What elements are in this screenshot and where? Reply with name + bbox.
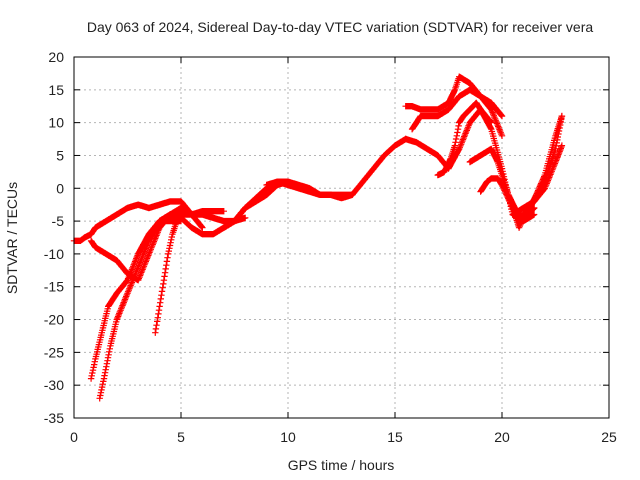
data-point-markers	[263, 135, 409, 198]
y-tick-label: 15	[48, 82, 64, 98]
data-point-markers	[408, 86, 506, 139]
data-point-markers	[515, 112, 566, 225]
y-tick-label: -35	[44, 410, 64, 426]
y-tick-label: -20	[44, 312, 64, 328]
y-tick-label: -25	[44, 344, 64, 360]
y-tick-label: -15	[44, 279, 64, 295]
x-tick-label: 25	[601, 429, 617, 445]
y-tick-label: -10	[44, 246, 64, 262]
x-tick-label: 5	[177, 429, 185, 445]
series-arc-10	[408, 86, 506, 139]
plot-frame	[73, 56, 610, 419]
y-tick-label: 5	[56, 147, 64, 163]
y-tick-label: -30	[44, 377, 64, 393]
chart-title: Day 063 of 2024, Sidereal Day-to-day VTE…	[87, 19, 593, 35]
y-tick-label: 0	[56, 180, 64, 196]
data-layer	[70, 73, 566, 402]
series-arc-8	[263, 135, 409, 198]
x-tick-label: 20	[494, 429, 510, 445]
x-tick-label: 10	[280, 429, 296, 445]
tick-layer: 0 5 10 15 20 25 -35 -30 -25 -20 -15 -10 -5 0 5 10 15 20	[44, 49, 617, 445]
y-tick-label: -5	[52, 213, 65, 229]
x-axis-title: GPS time / hours	[288, 457, 395, 473]
y-tick-label: 10	[48, 115, 64, 131]
y-axis-title: SDTVAR / TECUs	[4, 182, 20, 294]
series-arc-17	[515, 112, 566, 225]
x-tick-label: 15	[387, 429, 403, 445]
x-tick-label: 0	[70, 429, 78, 445]
y-tick-label: 20	[48, 49, 64, 65]
